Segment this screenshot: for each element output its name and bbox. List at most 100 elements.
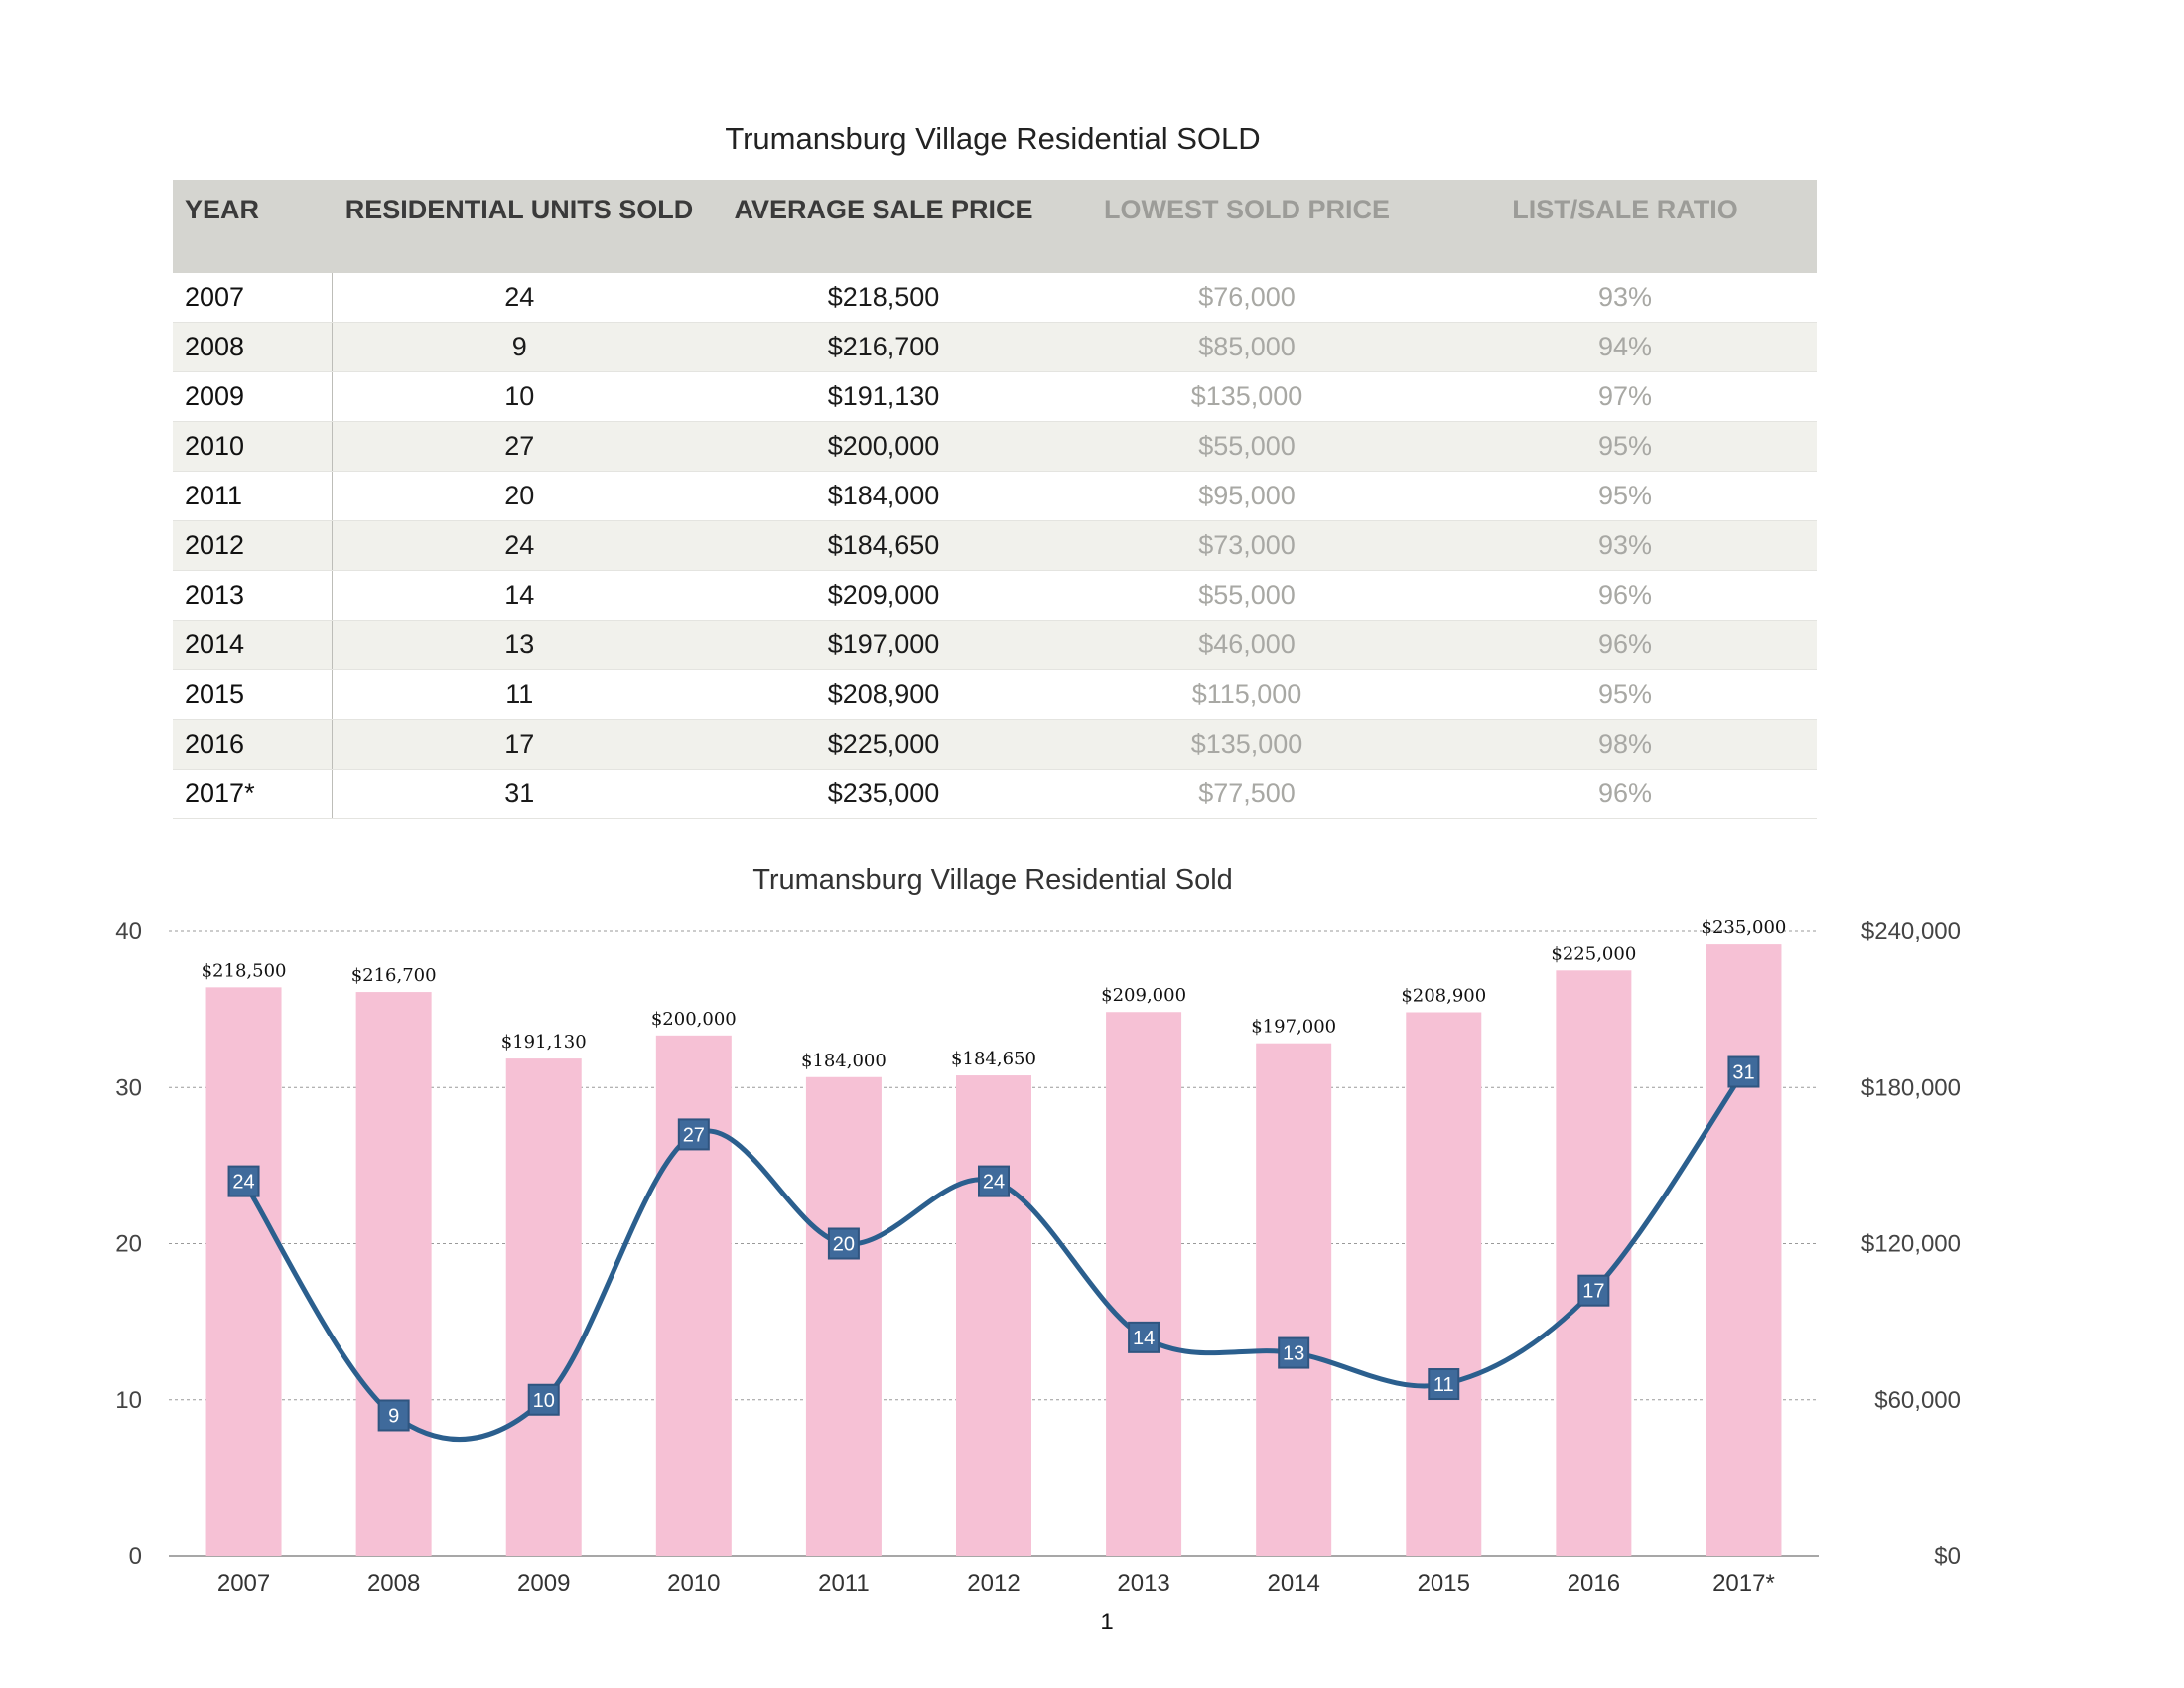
units-sold-line: [241, 1069, 1746, 1443]
cell-list-sale-ratio: 93%: [1433, 273, 1817, 323]
cell-units-sold: 24: [332, 273, 707, 323]
cell-average-sale-price: $197,000: [707, 620, 1060, 670]
table-row: 2013 14 $209,000 $55,000 96%: [173, 570, 1817, 621]
cell-lowest-sold-price: $77,500: [1060, 769, 1433, 819]
cell-year: 2014: [173, 620, 333, 670]
cell-average-sale-price: $184,000: [707, 471, 1060, 521]
sales-table: YEAR RESIDENTIAL UNITS SOLD AVERAGE SALE…: [173, 180, 1817, 819]
x-tick-label: 2011: [818, 1570, 870, 1597]
cell-average-sale-price: $218,500: [707, 273, 1060, 323]
bar: [805, 1076, 882, 1556]
y-right-tick-label: $240,000: [1861, 918, 1961, 945]
chart-title: Trumansburg Village Residential Sold: [752, 864, 1233, 896]
bar-value-label: $200,000: [651, 1009, 737, 1030]
line-point-marker: [1128, 1321, 1160, 1353]
cell-list-sale-ratio: 98%: [1433, 719, 1817, 770]
cell-list-sale-ratio: 96%: [1433, 570, 1817, 621]
table-row: 2010 27 $200,000 $55,000 95%: [173, 421, 1817, 472]
cell-lowest-sold-price: $85,000: [1060, 322, 1433, 372]
line-point-marker: [1727, 1055, 1760, 1088]
line-point-marker: [377, 1399, 410, 1432]
cell-year: 2016: [173, 719, 333, 770]
cell-average-sale-price: $208,900: [707, 669, 1060, 720]
header-year: YEAR: [173, 180, 332, 273]
bar: [956, 1075, 1031, 1556]
bar-value-label: $184,000: [801, 1051, 887, 1071]
header-lowest-sold-price: LOWEST SOLD PRICE: [1060, 180, 1433, 273]
table-row: 2016 17 $225,000 $135,000 98%: [173, 719, 1817, 770]
x-tick-label: 2008: [367, 1570, 420, 1597]
cell-year: 2011: [173, 471, 333, 521]
x-tick-label: 2010: [667, 1570, 720, 1597]
cell-lowest-sold-price: $135,000: [1060, 719, 1433, 770]
bar-value-label: $208,900: [1401, 986, 1486, 1007]
table-row: 2008 9 $216,700 $85,000 94%: [173, 322, 1817, 372]
cell-average-sale-price: $216,700: [707, 322, 1060, 372]
y-right-tick-label: $180,000: [1861, 1074, 1961, 1101]
cell-list-sale-ratio: 94%: [1433, 322, 1817, 372]
cell-average-sale-price: $184,650: [707, 520, 1060, 571]
cell-year: 2015: [173, 669, 333, 720]
line-point-label: 9: [388, 1405, 399, 1427]
cell-year: 2013: [173, 570, 333, 621]
line-point-marker: [1278, 1336, 1310, 1369]
line-point-marker: [227, 1165, 260, 1197]
line-point-label: 14: [1133, 1328, 1155, 1349]
cell-list-sale-ratio: 93%: [1433, 520, 1817, 571]
bar: [1406, 1012, 1482, 1556]
cell-lowest-sold-price: $73,000: [1060, 520, 1433, 571]
cell-lowest-sold-price: $76,000: [1060, 273, 1433, 323]
x-tick-label: 2014: [1267, 1570, 1319, 1597]
bar: [1256, 1043, 1332, 1556]
cell-lowest-sold-price: $55,000: [1060, 570, 1433, 621]
line-point-label: 13: [1283, 1343, 1304, 1365]
table-row: 2012 24 $184,650 $73,000 93%: [173, 520, 1817, 571]
cell-list-sale-ratio: 96%: [1433, 620, 1817, 670]
y-left-tick-label: 40: [115, 918, 142, 945]
cell-list-sale-ratio: 97%: [1433, 371, 1817, 422]
bar-value-label: $197,000: [1251, 1017, 1336, 1038]
x-tick-label: 2016: [1568, 1570, 1620, 1597]
cell-lowest-sold-price: $46,000: [1060, 620, 1433, 670]
cell-units-sold: 24: [332, 520, 707, 571]
line-point-label: 24: [983, 1172, 1005, 1194]
bar-value-label: $218,500: [202, 960, 287, 981]
x-tick-label: 2009: [517, 1570, 570, 1597]
bar: [205, 987, 282, 1556]
table-row: 2017* 31 $235,000 $77,500 96%: [173, 769, 1817, 819]
table-row: 2009 10 $191,130 $135,000 97%: [173, 371, 1817, 422]
cell-list-sale-ratio: 95%: [1433, 669, 1817, 720]
table-header-row: YEAR RESIDENTIAL UNITS SOLD AVERAGE SALE…: [173, 180, 1817, 273]
cell-units-sold: 13: [332, 620, 707, 670]
line-point-label: 10: [533, 1390, 555, 1412]
y-left-tick-label: 0: [129, 1543, 142, 1570]
x-tick-label: 2007: [217, 1570, 270, 1597]
bar-value-label: $225,000: [1551, 943, 1636, 964]
cell-year: 2009: [173, 371, 333, 422]
line-point-marker: [827, 1227, 860, 1260]
table-title: Trumansburg Village Residential SOLD: [725, 121, 1261, 156]
bar-value-label: $191,130: [501, 1032, 587, 1053]
table-row: 2015 11 $208,900 $115,000 95%: [173, 669, 1817, 720]
cell-units-sold: 27: [332, 421, 707, 472]
bar: [355, 992, 432, 1556]
y-left-tick-label: 30: [115, 1074, 142, 1101]
cell-units-sold: 20: [332, 471, 707, 521]
bar: [505, 1058, 582, 1556]
line-point-label: 17: [1582, 1281, 1604, 1303]
cell-units-sold: 9: [332, 322, 707, 372]
line-point-label: 31: [1732, 1062, 1754, 1084]
cell-lowest-sold-price: $115,000: [1060, 669, 1433, 720]
cell-year: 2008: [173, 322, 333, 372]
table-row: 2007 24 $218,500 $76,000 93%: [173, 273, 1817, 323]
line-point-marker: [1428, 1368, 1460, 1401]
y-right-tick-label: $120,000: [1861, 1231, 1961, 1258]
cell-units-sold: 14: [332, 570, 707, 621]
x-tick-label: 2013: [1117, 1570, 1169, 1597]
table-row: 2014 13 $197,000 $46,000 96%: [173, 620, 1817, 670]
line-point-marker: [677, 1118, 710, 1151]
cell-average-sale-price: $191,130: [707, 371, 1060, 422]
cell-list-sale-ratio: 95%: [1433, 421, 1817, 472]
bar-value-label: $209,000: [1101, 985, 1186, 1006]
